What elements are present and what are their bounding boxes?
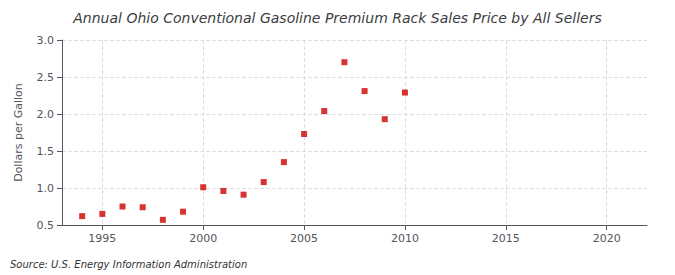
svg-text:1.5: 1.5 [37, 145, 55, 158]
svg-text:2005: 2005 [290, 232, 318, 245]
svg-text:1995: 1995 [88, 232, 116, 245]
svg-text:2.5: 2.5 [37, 71, 55, 84]
svg-text:Source: U.S. Energy Informatio: Source: U.S. Energy Information Administ… [10, 259, 247, 270]
svg-text:0.5: 0.5 [37, 219, 55, 232]
svg-text:2015: 2015 [492, 232, 520, 245]
svg-text:2020: 2020 [593, 232, 621, 245]
svg-text:3.0: 3.0 [37, 34, 55, 47]
svg-text:2010: 2010 [391, 232, 419, 245]
svg-text:1.0: 1.0 [37, 182, 55, 195]
svg-text:Annual Ohio Conventional Gasol: Annual Ohio Conventional Gasoline Premiu… [72, 10, 601, 26]
svg-text:2000: 2000 [189, 232, 217, 245]
svg-text:2.0: 2.0 [37, 108, 55, 121]
svg-text:Dollars per Gallon: Dollars per Gallon [12, 83, 25, 182]
